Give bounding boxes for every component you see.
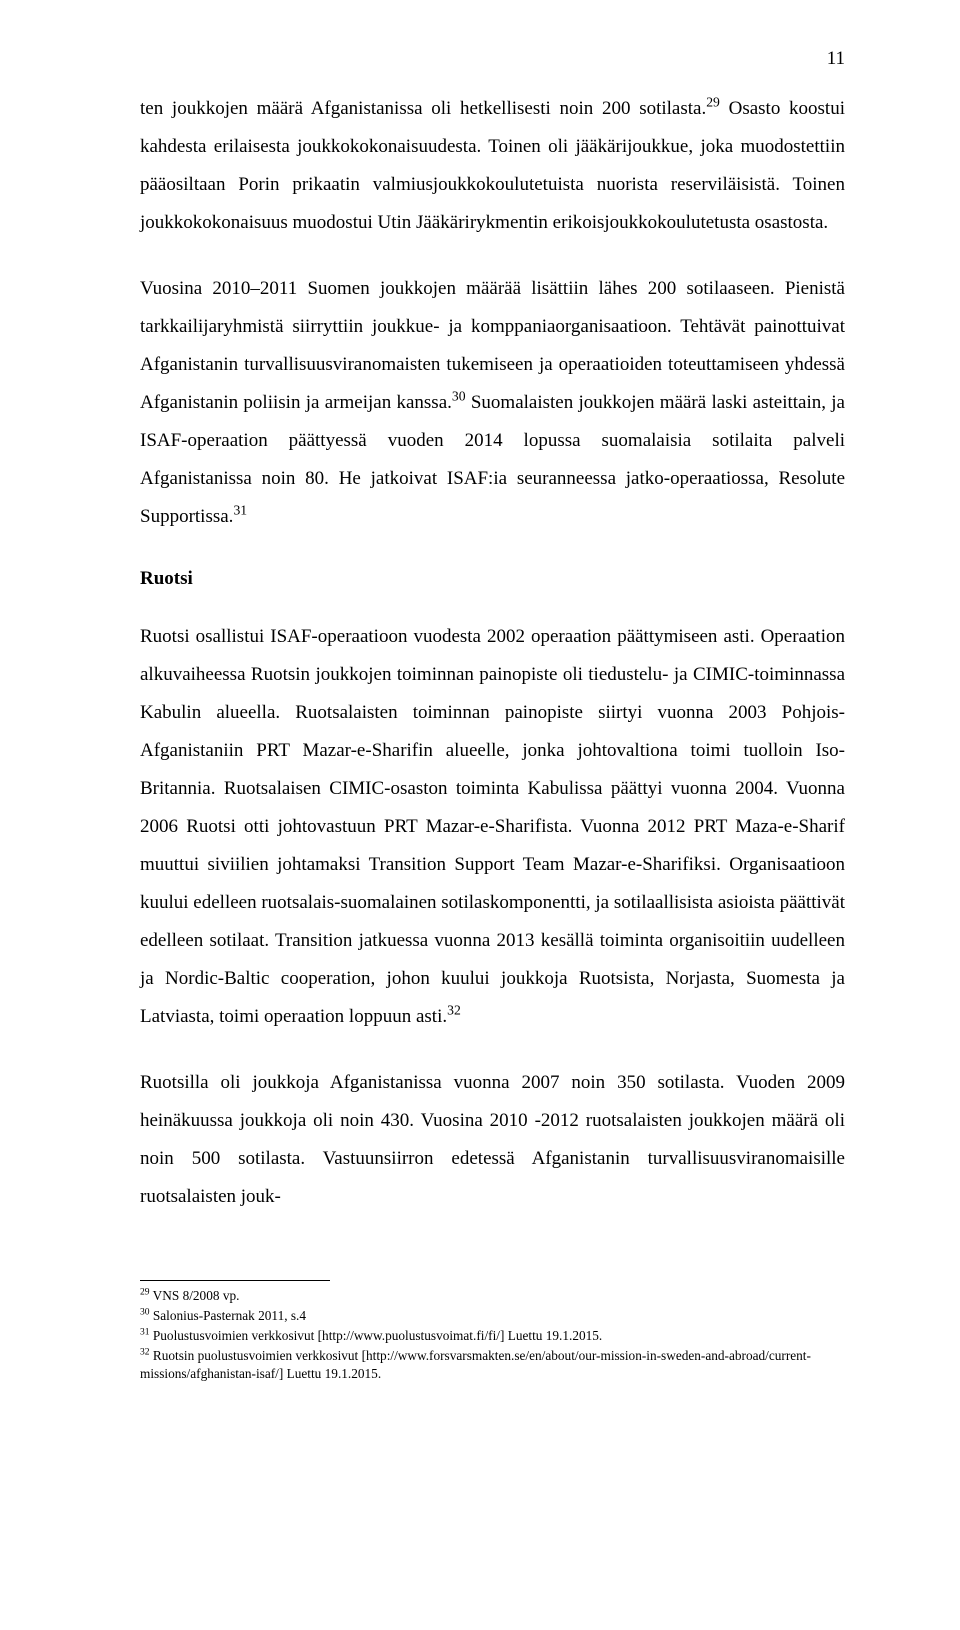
footnotes-separator: [140, 1280, 330, 1281]
footnote-32: 32 Ruotsin puolustusvoimien verkkosivut …: [140, 1347, 845, 1383]
paragraph-4-text: Ruotsilla oli joukkoja Afganistanissa vu…: [140, 1072, 845, 1207]
paragraph-1a-text: ten joukkojen määrä Afganistanissa oli h…: [140, 98, 706, 119]
paragraph-2: Vuosina 2010–2011 Suomen joukkojen määrä…: [140, 270, 845, 536]
footnote-ref-32: 32: [447, 1003, 461, 1018]
footnote-29: 29 VNS 8/2008 vp.: [140, 1287, 845, 1305]
footnote-num-32: 32: [140, 1346, 150, 1357]
footnote-num-29: 29: [140, 1287, 150, 1298]
footnote-30-text: Salonius-Pasternak 2011, s.4: [150, 1308, 306, 1323]
footnote-32-text: Ruotsin puolustusvoimien verkkosivut [ht…: [140, 1348, 811, 1381]
paragraph-3-text: Ruotsi osallistui ISAF-operaatioon vuode…: [140, 626, 845, 1027]
paragraph-4: Ruotsilla oli joukkoja Afganistanissa vu…: [140, 1064, 845, 1216]
paragraph-3: Ruotsi osallistui ISAF-operaatioon vuode…: [140, 618, 845, 1036]
heading-ruotsi: Ruotsi: [140, 568, 845, 590]
paragraph-1: ten joukkojen määrä Afganistanissa oli h…: [140, 90, 845, 242]
footnote-num-30: 30: [140, 1307, 150, 1318]
footnote-num-31: 31: [140, 1326, 150, 1337]
footnote-ref-30: 30: [452, 389, 466, 404]
footnote-31: 31 Puolustusvoimien verkkosivut [http://…: [140, 1327, 845, 1345]
footnote-30: 30 Salonius-Pasternak 2011, s.4: [140, 1307, 845, 1325]
footnote-29-text: VNS 8/2008 vp.: [150, 1288, 240, 1303]
footnote-31-text: Puolustusvoimien verkkosivut [http://www…: [150, 1328, 603, 1343]
page-container: 11 ten joukkojen määrä Afganistanissa ol…: [0, 0, 960, 1630]
footnote-ref-31: 31: [233, 503, 247, 518]
page-number: 11: [827, 48, 845, 70]
footnotes-block: 29 VNS 8/2008 vp. 30 Salonius-Pasternak …: [140, 1287, 845, 1383]
footnote-ref-29: 29: [706, 95, 720, 110]
